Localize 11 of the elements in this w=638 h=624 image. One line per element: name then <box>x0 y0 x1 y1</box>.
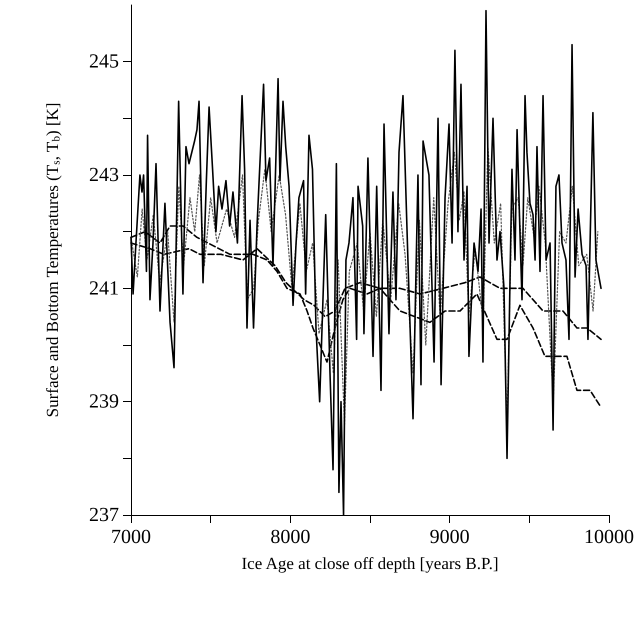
x-tick-label: 8000 <box>270 526 310 548</box>
y-tick-label: 243 <box>89 164 119 186</box>
y-tick-label: 241 <box>89 277 119 300</box>
x-tick-label: 7000 <box>111 526 151 548</box>
x-tick-label: 10000 <box>584 526 634 548</box>
y-tick-label: 239 <box>89 390 119 413</box>
x-tick-label: 9000 <box>430 526 470 548</box>
y-tick-label: 245 <box>89 50 119 73</box>
y-axis-title: Surface and Bottom Temperatures (Ts, Tb) [K] <box>43 102 62 418</box>
y-tick-label: 237 <box>89 504 119 526</box>
x-axis-title: Ice Age at close off depth [years B.P.] <box>242 554 498 573</box>
